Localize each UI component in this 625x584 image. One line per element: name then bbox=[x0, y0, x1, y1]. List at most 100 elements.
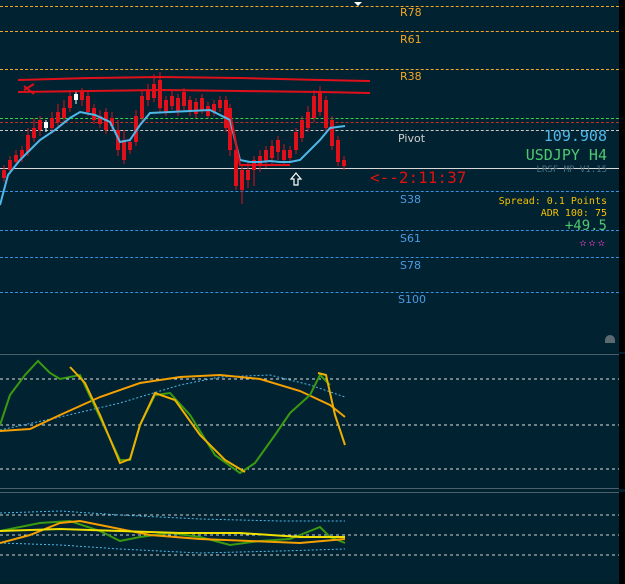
change-readout: +49.5 bbox=[564, 218, 607, 234]
candle-body bbox=[44, 122, 48, 128]
candle-body bbox=[98, 116, 102, 124]
candle-body bbox=[26, 135, 30, 152]
level-line-r38 bbox=[0, 69, 619, 70]
candle-body bbox=[62, 108, 66, 118]
candle-body bbox=[264, 150, 268, 162]
candle-body bbox=[294, 132, 298, 150]
candle-body bbox=[158, 80, 162, 108]
osc1-yellow-line bbox=[69, 366, 246, 473]
osc1-green-line bbox=[0, 359, 331, 475]
indicator-name: LRSF MP V1.15 bbox=[536, 165, 607, 175]
level-line-s61 bbox=[0, 230, 619, 231]
osc2-dotted-lower bbox=[0, 542, 346, 554]
label-s61: S61 bbox=[400, 232, 421, 245]
candle-body bbox=[288, 150, 292, 158]
candle-body bbox=[50, 118, 54, 128]
candle-body bbox=[188, 100, 192, 112]
candle-body bbox=[282, 150, 286, 160]
candle-body bbox=[240, 170, 244, 190]
candle-body bbox=[80, 92, 84, 100]
candle-body bbox=[86, 96, 90, 112]
candle-body bbox=[8, 160, 12, 170]
candle-body bbox=[176, 98, 180, 112]
label-pivot: Pivot bbox=[398, 132, 426, 145]
label-s100: S100 bbox=[398, 293, 426, 306]
spread-readout: Spread: 0.1 Points bbox=[498, 196, 607, 207]
strength-stars: ✫✫✫ bbox=[579, 235, 607, 249]
price-chart-svg bbox=[0, 2, 615, 343]
osc1-yellow-line-2 bbox=[317, 372, 346, 446]
candle-body bbox=[212, 104, 216, 112]
candle-body bbox=[146, 90, 150, 100]
trend-line-red bbox=[229, 111, 290, 166]
candle-body bbox=[318, 92, 322, 112]
candle-body bbox=[234, 150, 238, 186]
candle-body bbox=[74, 94, 78, 100]
candle-body bbox=[140, 96, 144, 118]
candle-body bbox=[68, 96, 72, 108]
hollow-up-arrow-icon bbox=[289, 172, 303, 186]
candle-body bbox=[270, 146, 274, 158]
label-s38: S38 bbox=[400, 193, 421, 206]
candle-body bbox=[20, 150, 24, 158]
level-line-r78 bbox=[0, 6, 619, 7]
osc2-dotted-upper bbox=[0, 510, 345, 522]
osc1-orange-line bbox=[0, 373, 346, 432]
label-r61: R61 bbox=[400, 33, 422, 46]
candle-body bbox=[312, 96, 316, 118]
candle-body bbox=[228, 108, 232, 150]
candle-body bbox=[200, 98, 204, 110]
level-line-s78 bbox=[0, 257, 619, 258]
candle-body bbox=[128, 142, 132, 150]
level-line-pivot bbox=[0, 130, 619, 131]
candle-body bbox=[56, 112, 60, 122]
scissor-signal-icon bbox=[23, 83, 35, 95]
candle-body bbox=[336, 140, 340, 162]
candle-body bbox=[330, 120, 334, 146]
candle-body bbox=[324, 100, 328, 128]
candle-body bbox=[38, 120, 42, 130]
skull-icon bbox=[605, 335, 615, 343]
candle-body bbox=[134, 116, 138, 142]
oscillator-2-scale[interactable] bbox=[619, 492, 625, 584]
level-line-s100 bbox=[0, 292, 619, 293]
lower-band-line bbox=[17, 88, 371, 94]
candle-body bbox=[300, 120, 304, 138]
candle-body bbox=[224, 100, 228, 128]
candle-body bbox=[306, 112, 310, 128]
candle-body bbox=[218, 100, 222, 108]
triangle-marker-icon bbox=[354, 2, 362, 6]
price-readout: 109.908 bbox=[543, 127, 607, 145]
current-price-line bbox=[0, 168, 619, 169]
candle-body bbox=[182, 92, 186, 106]
candle-body bbox=[170, 96, 174, 106]
trend-line-blue bbox=[0, 108, 346, 206]
candle-countdown: <--2:11:37 bbox=[370, 168, 467, 187]
candle-body bbox=[122, 140, 126, 160]
oscillator-pane-1[interactable] bbox=[0, 354, 619, 489]
symbol-timeframe: USDJPY H4 bbox=[525, 146, 607, 164]
level-line-r61 bbox=[0, 31, 619, 32]
candle-body bbox=[342, 160, 346, 166]
oscillator-1-scale[interactable] bbox=[619, 354, 625, 489]
price-pane[interactable]: R78 R61 R38 Pivot S38 S61 S78 S100 109.9… bbox=[0, 0, 619, 352]
oscillator-2-svg bbox=[0, 510, 619, 556]
osc1-dotted-line bbox=[0, 374, 346, 431]
label-r78: R78 bbox=[400, 6, 422, 19]
oscillator-1-svg bbox=[0, 359, 619, 475]
candle-body bbox=[2, 170, 6, 178]
candle-body bbox=[276, 140, 280, 152]
price-scale[interactable] bbox=[619, 0, 625, 352]
resistance-bands bbox=[17, 75, 371, 94]
osc2-yellow-line bbox=[0, 527, 345, 538]
adr-readout: ADR 100: 75 bbox=[540, 208, 607, 219]
oscillator-pane-2[interactable] bbox=[0, 492, 619, 581]
label-s78: S78 bbox=[400, 259, 421, 272]
candle-body bbox=[110, 118, 114, 126]
candle-body bbox=[14, 155, 18, 162]
level-line-s38 bbox=[0, 191, 619, 192]
candle-body bbox=[246, 170, 250, 180]
candle-body bbox=[32, 128, 36, 138]
label-r38: R38 bbox=[400, 70, 422, 83]
